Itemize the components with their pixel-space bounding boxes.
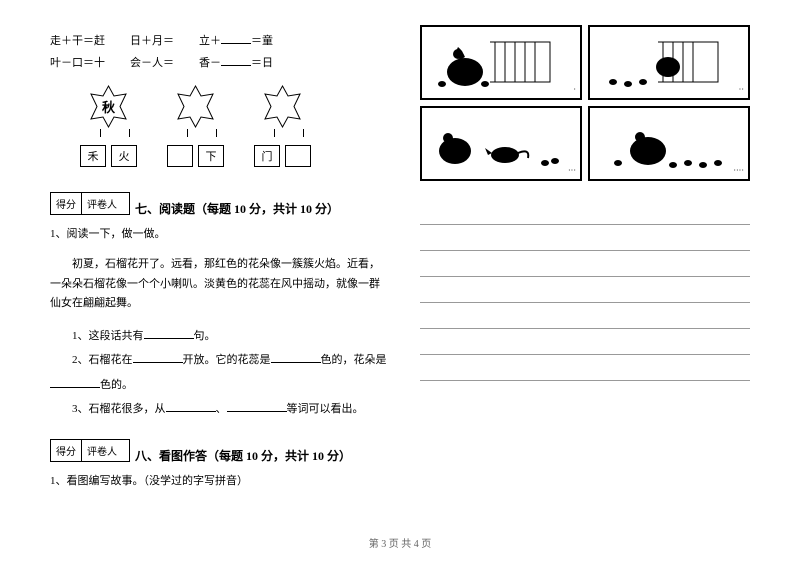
- answer-box[interactable]: [285, 145, 311, 167]
- star-group: 门: [254, 84, 311, 167]
- panel-number: ··: [739, 86, 744, 94]
- star-group: 下: [167, 84, 224, 167]
- section-7-title: 七、阅读题（每题 10 分，共计 10 分）: [135, 200, 390, 217]
- equation: 走＋干＝赶: [50, 30, 105, 52]
- sub-question-3: 3、石榴花很多，从、等词可以看出。: [50, 397, 390, 421]
- equation: 叶－口＝十: [50, 52, 105, 74]
- story-panel-1: ·: [420, 25, 582, 100]
- blank[interactable]: [227, 400, 287, 412]
- equation-row-1: 走＋干＝赶 日＋月＝ 立＋＝童: [50, 30, 390, 52]
- right-column: · ··: [420, 30, 750, 502]
- story-panel-2: ··: [588, 25, 750, 100]
- page-footer: 第 3 页 共 4 页: [0, 535, 800, 550]
- story-panel-4: ····: [588, 106, 750, 181]
- panel-number: ···: [568, 167, 576, 175]
- blank[interactable]: [271, 351, 321, 363]
- blank[interactable]: [166, 400, 216, 412]
- character-equations: 走＋干＝赶 日＋月＝ 立＋＝童 叶－口＝十 会－人＝ 香－＝日: [50, 30, 390, 74]
- answer-box[interactable]: 门: [254, 145, 280, 167]
- box-row: 下: [167, 145, 224, 167]
- section-8-title: 八、看图作答（每题 10 分，共计 10 分）: [135, 447, 390, 464]
- writing-line[interactable]: [420, 201, 750, 225]
- equation: 香－＝日: [199, 52, 273, 74]
- star-shape: [260, 84, 305, 129]
- writing-line[interactable]: [420, 227, 750, 251]
- star-shape: 秋: [86, 84, 131, 129]
- story-image-grid: · ··: [420, 25, 750, 181]
- answer-box[interactable]: 禾: [80, 145, 106, 167]
- question-1: 1、阅读一下，做一做。: [50, 225, 390, 245]
- star-diagram: 秋 禾 火 下: [80, 84, 390, 167]
- star-shape: [173, 84, 218, 129]
- blank[interactable]: [144, 327, 194, 339]
- marker-label: 评卷人: [82, 193, 122, 214]
- panel-number: ·: [573, 86, 576, 94]
- panel-number: ····: [733, 167, 744, 175]
- writing-line[interactable]: [420, 331, 750, 355]
- blank[interactable]: [221, 32, 251, 44]
- equation: 立＋＝童: [199, 30, 273, 52]
- score-box: 得分 评卷人: [50, 439, 130, 462]
- story-panel-3: ···: [420, 106, 582, 181]
- star-group: 秋 禾 火: [80, 84, 137, 167]
- blank[interactable]: [221, 54, 251, 66]
- blank[interactable]: [50, 376, 100, 388]
- writing-line[interactable]: [420, 305, 750, 329]
- equation-row-2: 叶－口＝十 会－人＝ 香－＝日: [50, 52, 390, 74]
- sub-question-2: 2、石榴花在开放。它的花蕊是色的，花朵是色的。: [50, 348, 390, 396]
- sub-question-1: 1、这段话共有句。: [50, 324, 390, 348]
- question-8-1: 1、看图编写故事。（没学过的字写拼音）: [50, 472, 390, 492]
- score-label: 得分: [51, 193, 82, 214]
- answer-box[interactable]: [167, 145, 193, 167]
- writing-line[interactable]: [420, 279, 750, 303]
- box-row: 门: [254, 145, 311, 167]
- equation: 日＋月＝: [130, 30, 174, 52]
- marker-label: 评卷人: [82, 440, 122, 461]
- box-row: 禾 火: [80, 145, 137, 167]
- blank[interactable]: [133, 351, 183, 363]
- score-box: 得分 评卷人: [50, 192, 130, 215]
- page-container: 走＋干＝赶 日＋月＝ 立＋＝童 叶－口＝十 会－人＝ 香－＝日 秋: [0, 0, 800, 522]
- equation: 会－人＝: [130, 52, 174, 74]
- score-label: 得分: [51, 440, 82, 461]
- reading-passage: 初夏，石榴花开了。远看，那红色的花朵像一簇簇火焰。近看，一朵朵石榴花像一个个小喇…: [50, 255, 390, 314]
- answer-box[interactable]: 下: [198, 145, 224, 167]
- answer-box[interactable]: 火: [111, 145, 137, 167]
- writing-line[interactable]: [420, 253, 750, 277]
- writing-line[interactable]: [420, 357, 750, 381]
- left-column: 走＋干＝赶 日＋月＝ 立＋＝童 叶－口＝十 会－人＝ 香－＝日 秋: [50, 30, 390, 502]
